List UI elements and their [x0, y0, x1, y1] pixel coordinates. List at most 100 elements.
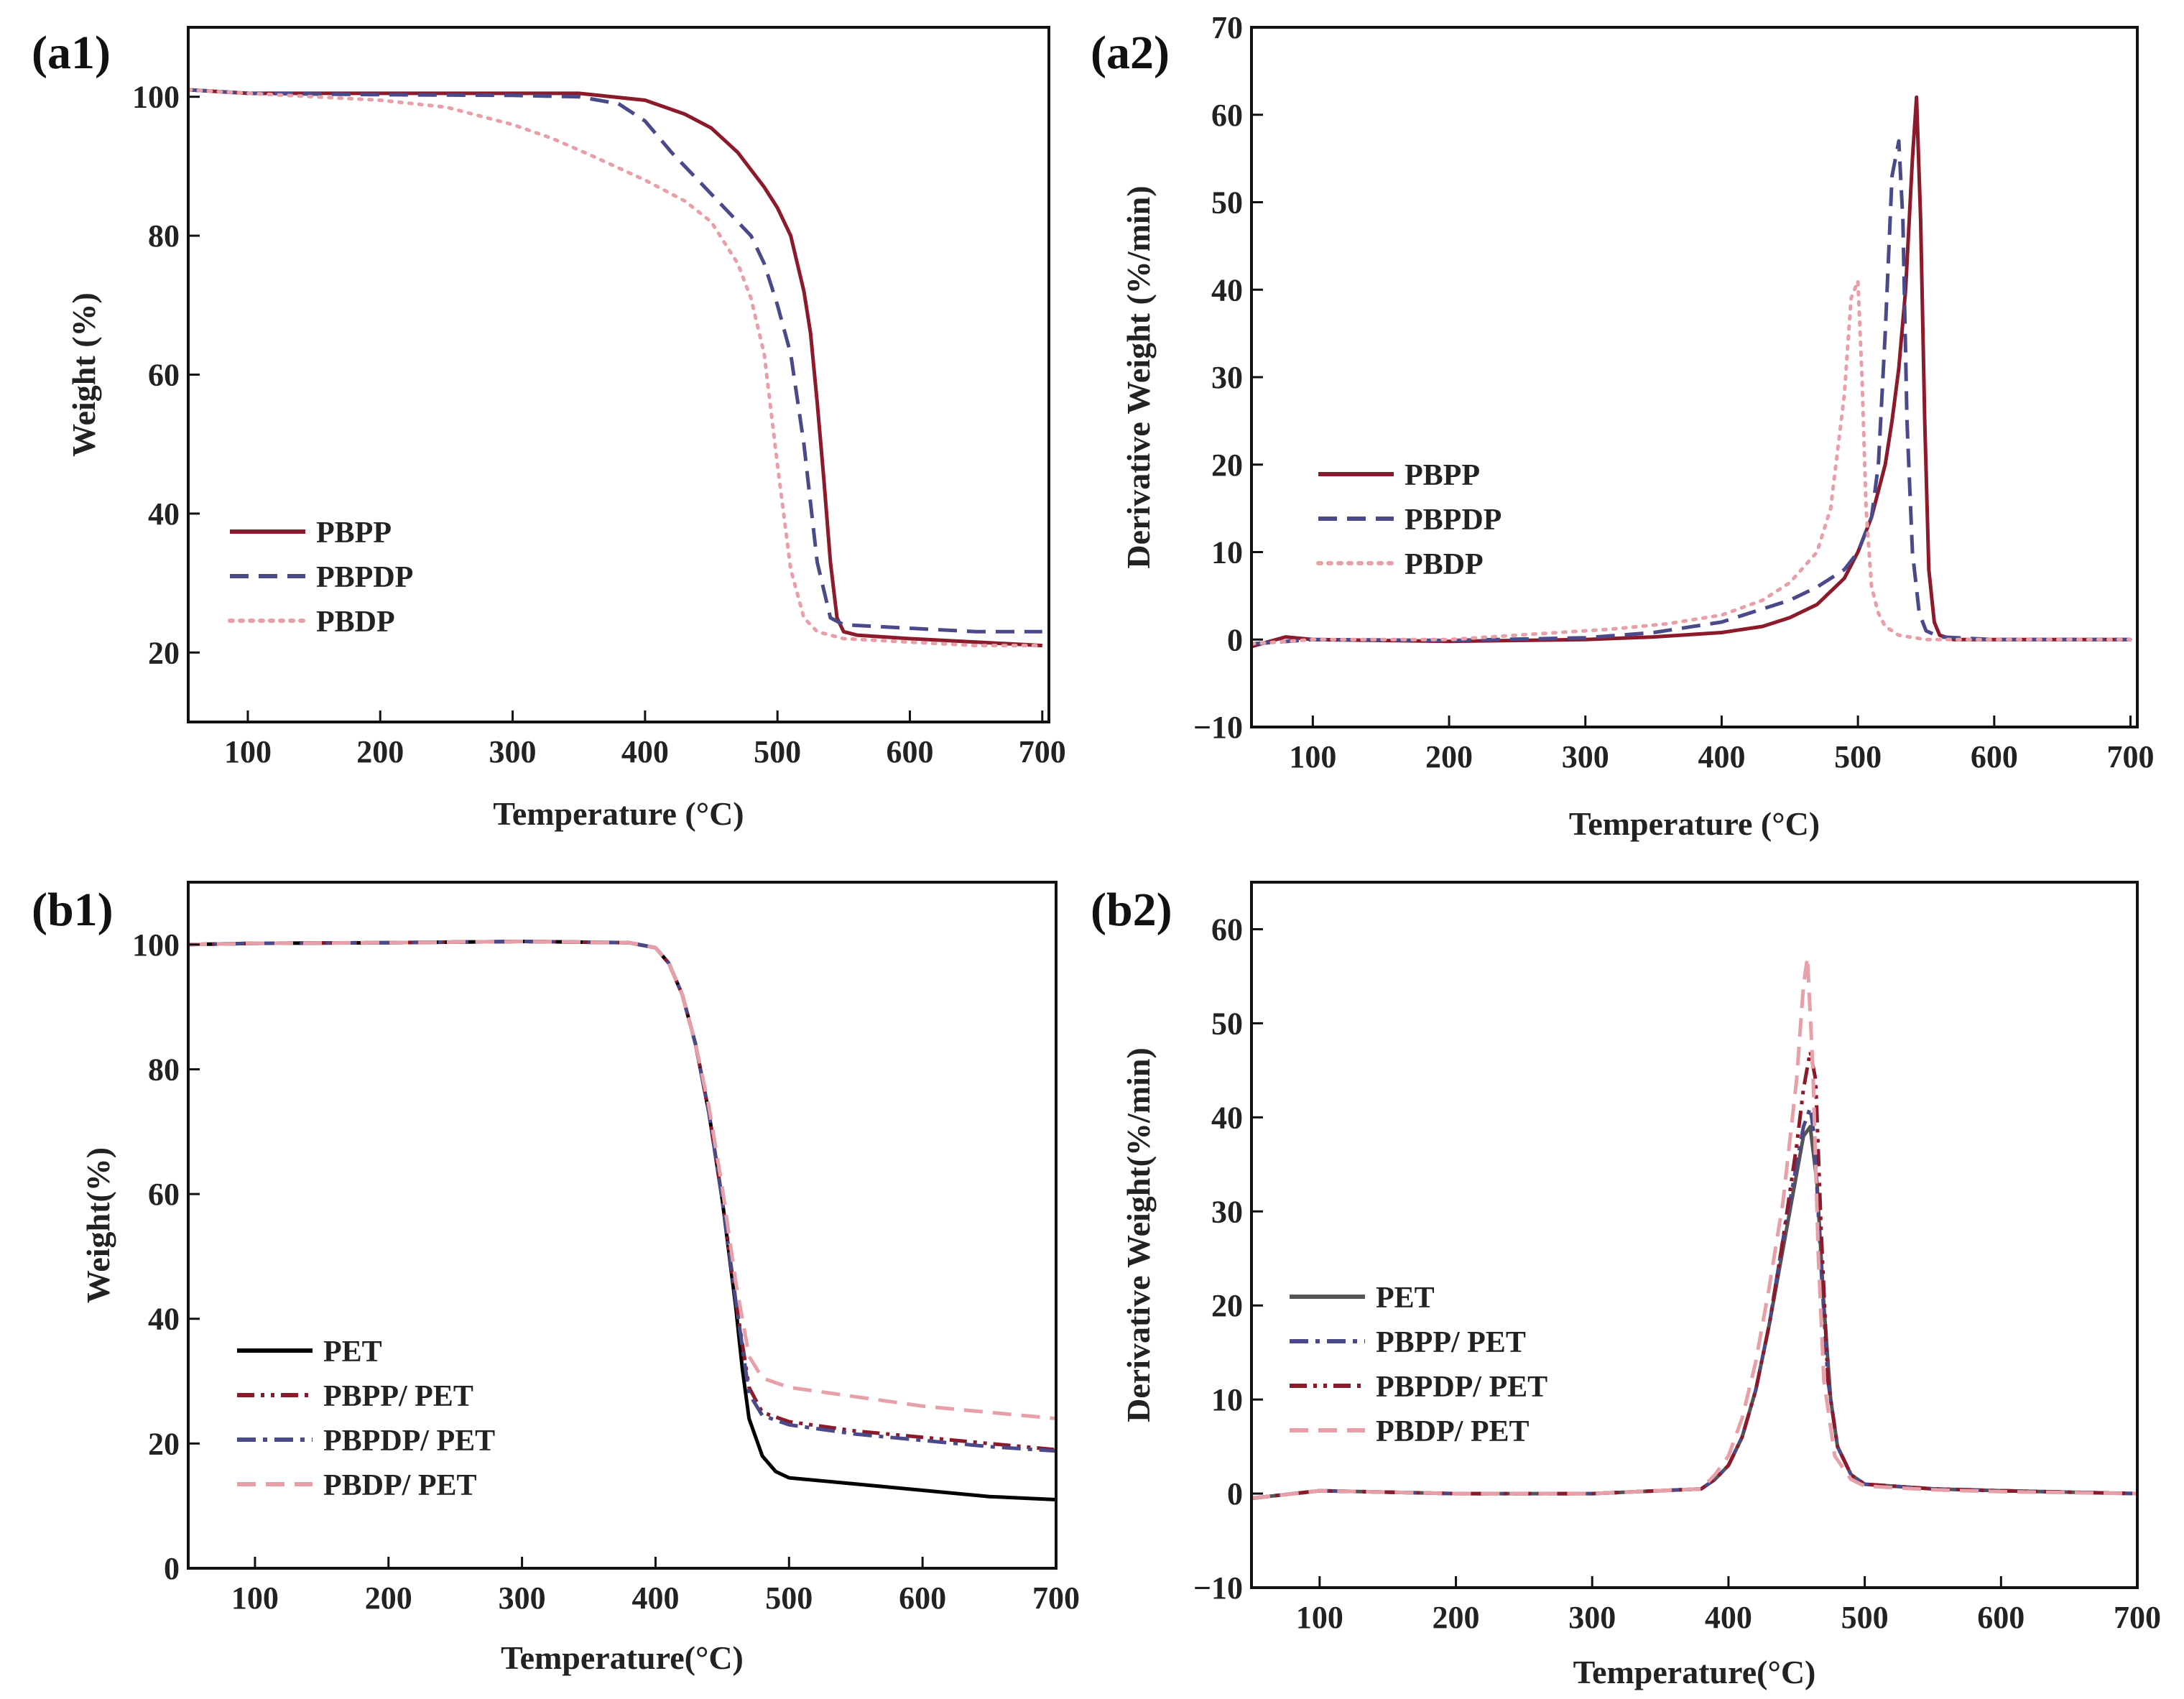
legend-label: PBPP/ PET: [323, 1380, 473, 1413]
plot-frame: [187, 881, 1058, 1570]
y-tick-label: 80: [148, 218, 180, 254]
x-tick-label: 400: [1705, 1600, 1752, 1635]
y-tick-label: 10: [1211, 535, 1243, 570]
plot-frame: [1250, 26, 2139, 728]
legend-label: PBPDP/ PET: [323, 1425, 495, 1458]
series-line-pbpdppet: [1251, 1050, 2137, 1501]
y-tick-label: 20: [1211, 1288, 1243, 1323]
legend-label: PBPP/ PET: [1376, 1326, 1526, 1359]
series-line-pbdppet: [1251, 955, 2137, 1501]
series-line-pet: [188, 940, 1056, 1501]
y-axis-title: Derivative Weight (%/min): [1120, 185, 1157, 568]
panel-label: (b1): [32, 884, 114, 936]
x-tick-label: 300: [499, 1580, 546, 1616]
y-tick-label: 100: [132, 80, 180, 115]
y-tick-label: 0: [1227, 1476, 1243, 1511]
x-axis-title: Temperature(°C): [501, 1639, 744, 1676]
x-tick-label: 100: [231, 1580, 279, 1616]
chart-panel-b1: (b1) 100 200 300 400 500 600 700 0 20 40 60 80 100 Tem…: [32, 881, 1080, 1676]
y-axis-title: Weight (%): [65, 292, 102, 457]
x-tick-label: 400: [1698, 739, 1745, 774]
y-tick-label: 60: [148, 1177, 180, 1212]
x-tick-label: 500: [765, 1580, 813, 1616]
x-tick-label: 100: [1296, 1600, 1343, 1635]
x-tick-label: 500: [1834, 739, 1882, 774]
chart-panel-a2: (a2) 100 200 300 400 500 600 700 −10 0 10 20 30 40 50 6…: [1091, 10, 2155, 842]
x-axis-title: Temperature (°C): [493, 795, 744, 832]
y-tick-label: 80: [148, 1052, 180, 1087]
x-tick-label: 700: [2107, 739, 2155, 774]
x-tick-label: 200: [1425, 739, 1473, 774]
series-line-pbpdppet: [188, 940, 1056, 1453]
series-line-pbpdp: [188, 88, 1042, 634]
x-axis-title: Temperature (°C): [1569, 805, 1820, 842]
panel-label: (a1): [32, 27, 111, 79]
x-tick-label: 600: [886, 734, 933, 769]
y-tick-label: 60: [1211, 912, 1243, 947]
legend-label: PBPDP: [316, 561, 413, 594]
chart-panel-a1: (a1) 100 200 300 400 500 600 700 20 40 60 80 100 Temp…: [32, 26, 1066, 832]
y-tick-label: 30: [1211, 360, 1243, 395]
x-tick-label: 700: [1032, 1580, 1080, 1616]
y-tick-label: 0: [1227, 622, 1243, 657]
series-line-pbpdp: [1251, 139, 2131, 646]
x-tick-label: 300: [1562, 739, 1609, 774]
y-tick-label: 40: [1211, 1100, 1243, 1135]
series-line-pbpp: [1251, 95, 2131, 649]
y-tick-label: 20: [148, 635, 180, 670]
legend-label: PBDP: [316, 606, 395, 639]
x-tick-label: 700: [1019, 734, 1066, 769]
y-tick-label: 50: [1211, 185, 1243, 221]
y-tick-label: 20: [148, 1426, 180, 1461]
x-tick-label: 100: [1289, 739, 1336, 774]
y-axis-title: Weight(%): [80, 1147, 116, 1303]
y-tick-label: 40: [148, 496, 180, 532]
chart-panel-b2: (b2) 100 200 300 400 500 600 700 −10 0 10 20 30 40 50 6…: [1091, 881, 2161, 1690]
y-tick-label: 40: [1211, 272, 1243, 307]
y-tick-label: 60: [148, 358, 180, 393]
legend-label: PBPP: [1405, 459, 1480, 492]
x-axis-title: Temperature(°C): [1573, 1654, 1816, 1690]
y-tick-label: −10: [1193, 1570, 1243, 1606]
legend-label: PBDP/ PET: [323, 1469, 477, 1502]
legend-label: PBDP: [1405, 548, 1484, 581]
series-line-pbdppet: [188, 940, 1056, 1421]
x-tick-label: 100: [224, 734, 272, 769]
legend-label: PBPDP: [1405, 504, 1502, 537]
x-tick-label: 600: [1971, 739, 2018, 774]
series-line-pbpp: [188, 88, 1042, 648]
y-tick-label: 50: [1211, 1006, 1243, 1041]
y-tick-label: 10: [1211, 1382, 1243, 1417]
x-tick-label: 300: [489, 734, 537, 769]
panel-label: (a2): [1091, 27, 1170, 79]
y-tick-label: −10: [1193, 710, 1243, 745]
x-tick-label: 700: [2114, 1600, 2161, 1635]
y-tick-label: 100: [132, 927, 180, 963]
x-tick-label: 500: [754, 734, 801, 769]
panel-label: (b2): [1091, 884, 1172, 936]
y-tick-label: 30: [1211, 1194, 1243, 1229]
series-line-pbdp: [1251, 279, 2132, 646]
y-tick-label: 20: [1211, 448, 1243, 483]
series-line-pbdp: [188, 88, 1045, 648]
y-axis-title: Derivative Weight(%/min): [1120, 1047, 1157, 1422]
x-tick-label: 600: [1977, 1600, 2025, 1635]
y-tick-label: 40: [148, 1302, 180, 1337]
legend-label: PBDP/ PET: [1376, 1415, 1530, 1448]
legend-label: PET: [323, 1335, 382, 1369]
x-tick-label: 200: [365, 1580, 412, 1616]
x-tick-label: 400: [631, 1580, 679, 1616]
plot-frame: [1250, 881, 2139, 1589]
x-tick-label: 600: [899, 1580, 946, 1616]
legend-label: PBPP: [316, 517, 392, 550]
y-tick-label: 0: [164, 1551, 180, 1586]
x-tick-label: 300: [1568, 1600, 1616, 1635]
y-tick-label: 60: [1211, 98, 1243, 133]
legend-label: PBPDP/ PET: [1376, 1371, 1547, 1404]
y-tick-label: 70: [1211, 10, 1243, 45]
x-tick-label: 400: [621, 734, 669, 769]
x-tick-label: 500: [1841, 1600, 1889, 1635]
legend-label: PET: [1376, 1282, 1435, 1315]
series-line-pbpppet: [188, 940, 1056, 1452]
